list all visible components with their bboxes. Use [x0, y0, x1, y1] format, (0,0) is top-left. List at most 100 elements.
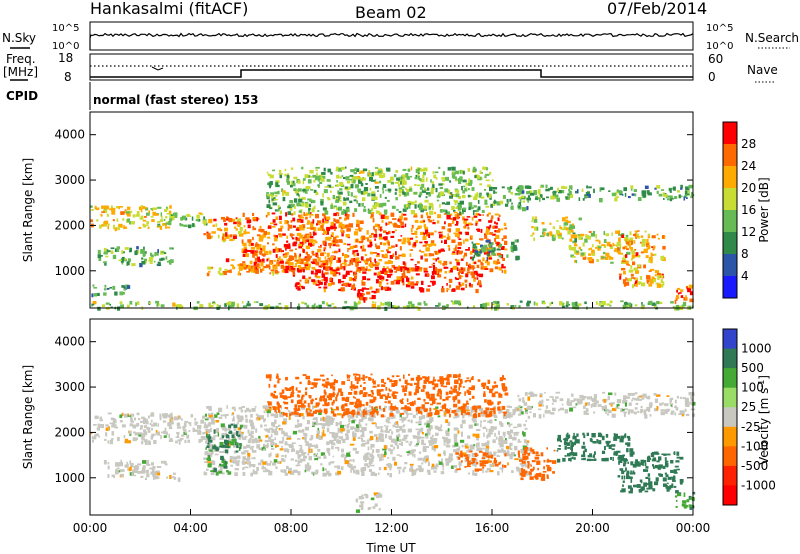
scatter-cell — [279, 221, 282, 224]
scatter-cell — [506, 409, 510, 413]
scatter-cell — [444, 239, 447, 244]
scatter-cell — [414, 177, 417, 180]
scatter-cell — [358, 424, 361, 427]
scatter-cell — [189, 424, 192, 427]
scatter-cell — [206, 430, 208, 435]
scatter-cell — [105, 255, 109, 258]
scatter-cell — [576, 398, 580, 403]
scatter-cell — [269, 174, 274, 179]
scatter-cell — [146, 221, 149, 225]
scatter-cell — [283, 396, 288, 400]
scatter-cell — [436, 393, 440, 397]
scatter-cell — [274, 419, 277, 424]
scatter-cell — [219, 451, 224, 453]
scatter-cell — [346, 243, 351, 246]
scatter-cell — [341, 397, 345, 401]
scatter-cell — [286, 173, 290, 175]
scatter-cell — [461, 282, 465, 286]
scatter-cell — [438, 231, 443, 234]
scatter-cell — [684, 194, 688, 197]
scatter-cell — [316, 452, 319, 456]
scatter-cell — [365, 411, 369, 416]
scatter-cell — [178, 441, 181, 445]
scatter-cell — [559, 398, 564, 402]
scatter-cell — [335, 168, 338, 172]
scatter-cell — [485, 470, 488, 473]
scatter-cell — [590, 396, 593, 398]
scatter-cell — [306, 467, 310, 472]
scatter-cell — [140, 215, 144, 220]
scatter-cell — [326, 226, 331, 232]
scatter-cell — [442, 183, 445, 186]
scatter-cell — [232, 266, 236, 270]
scatter-cell — [360, 434, 365, 438]
scatter-cell — [298, 197, 301, 199]
scatter-cell — [254, 405, 257, 408]
scatter-cell — [94, 415, 99, 419]
scatter-cell — [635, 270, 639, 274]
scatter-cell — [294, 404, 298, 408]
scatter-cell — [476, 213, 480, 215]
scatter-cell — [204, 472, 208, 476]
scatter-cell — [191, 216, 194, 221]
scatter-cell — [330, 190, 332, 193]
scatter-cell — [623, 283, 627, 287]
scatter-cell — [156, 303, 159, 307]
scatter-cell — [466, 271, 470, 274]
scatter-cell — [424, 273, 430, 277]
scatter-cell — [205, 441, 208, 444]
scatter-cell — [469, 284, 473, 288]
scatter-cell — [469, 266, 472, 270]
scatter-cell — [258, 435, 261, 439]
scatter-cell — [130, 420, 135, 423]
scatter-cell — [323, 262, 329, 265]
scatter-cell — [324, 252, 327, 254]
scatter-cell — [459, 200, 464, 205]
scatter-cell — [499, 421, 502, 425]
scatter-cell — [603, 230, 606, 236]
scatter-cell — [491, 215, 494, 219]
scatter-cell — [348, 422, 350, 425]
scatter-cell — [109, 303, 111, 306]
scatter-cell — [569, 224, 574, 227]
scatter-cell — [143, 431, 148, 436]
scatter-cell — [654, 274, 657, 277]
scatter-cell — [375, 229, 377, 234]
scatter-cell — [403, 193, 407, 197]
scatter-cell — [208, 406, 212, 411]
scatter-cell — [353, 465, 356, 469]
scatter-cell — [358, 419, 364, 422]
scatter-cell — [426, 288, 430, 292]
scatter-cell — [302, 189, 306, 192]
scatter-cell — [159, 225, 163, 230]
scatter-cell — [247, 429, 250, 434]
scatter-cell — [476, 192, 479, 195]
scatter-cell — [349, 401, 354, 405]
scatter-cell — [496, 261, 501, 264]
scatter-cell — [351, 176, 356, 180]
scatter-cell — [298, 444, 303, 447]
freq-tick-top: 18 — [58, 51, 73, 65]
scatter-cell — [410, 228, 413, 233]
scatter-cell — [679, 410, 685, 415]
scatter-cell — [494, 238, 497, 242]
scatter-cell — [458, 275, 462, 280]
scatter-cell — [258, 259, 262, 263]
scatter-cell — [399, 277, 404, 282]
scatter-cell — [355, 228, 360, 231]
scatter-cell — [365, 442, 370, 445]
scatter-cell — [294, 259, 299, 262]
scatter-cell — [457, 430, 460, 434]
scatter-cell — [615, 196, 620, 198]
scatter-cell — [170, 418, 173, 423]
scatter-cell — [220, 216, 225, 220]
scatter-cell — [395, 197, 398, 201]
scatter-cell — [443, 266, 449, 269]
scatter-cell — [179, 437, 184, 440]
scatter-cell — [109, 439, 113, 445]
scatter-cell — [625, 238, 628, 242]
scatter-cell — [492, 407, 496, 411]
scatter-cell — [499, 200, 504, 205]
scatter-cell — [305, 278, 308, 283]
scatter-cell — [297, 438, 301, 440]
